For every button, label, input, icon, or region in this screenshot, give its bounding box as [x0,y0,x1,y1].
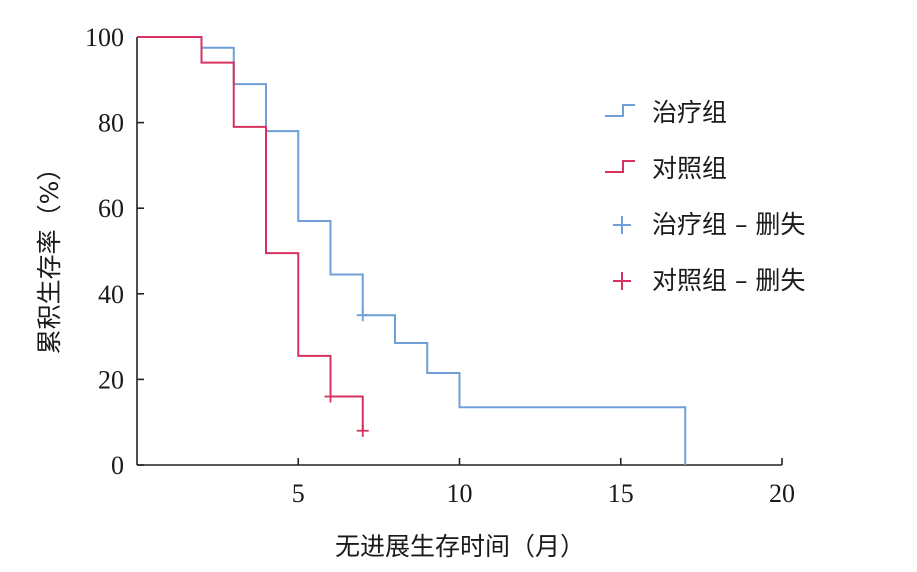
y-tick-label: 100 [85,23,124,52]
legend-label: 治疗组 – 删失 [652,210,805,239]
legend-label: 对照组 – 删失 [652,266,805,295]
legend-step-symbol [605,104,635,117]
x-tick-label: 10 [447,479,473,508]
censor-mark-0 [356,309,369,322]
x-axis-title: 无进展生存时间（月） [335,532,585,561]
y-tick-label: 60 [98,194,124,223]
y-tick-label: 20 [98,365,124,394]
legend-cross-symbol [613,272,631,290]
axes: 0 20 40 60 80 100 5 10 15 20 [85,23,795,508]
y-tick-label: 40 [98,280,124,309]
legend-step-symbol [605,160,635,173]
x-tick-label: 20 [769,479,795,508]
y-tick-label: 0 [111,451,124,480]
x-tick-label: 15 [608,479,634,508]
censor-mark-1 [356,424,369,437]
y-axis-title: 累积生存率（%） [35,156,64,355]
series-line-0 [137,36,687,465]
legend-label: 治疗组 [652,98,727,127]
legend-label: 对照组 [652,154,727,183]
censor-mark-1 [324,390,337,403]
plot-area [137,36,687,465]
y-tick-label: 80 [98,109,124,138]
legend-cross-symbol [613,216,631,234]
series-line-1 [137,36,364,431]
x-tick-label: 5 [292,479,305,508]
